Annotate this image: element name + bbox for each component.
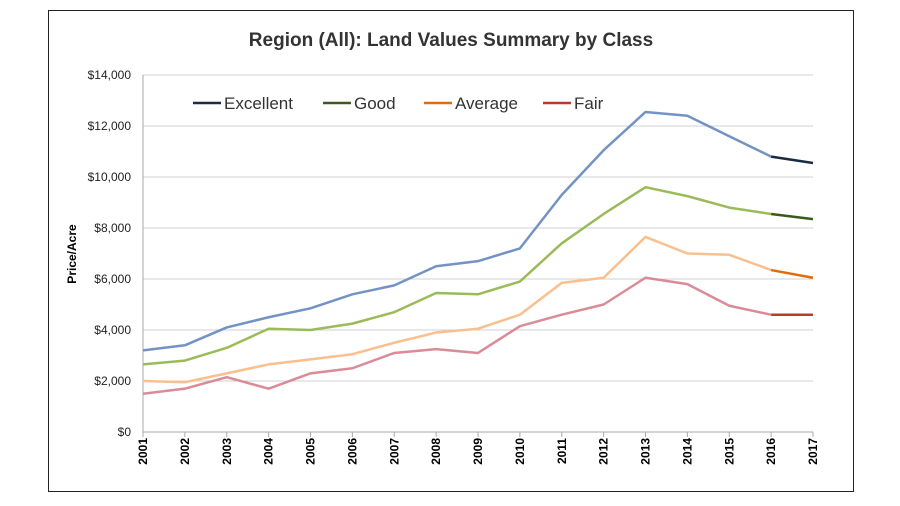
y-tick-label: $14,000 [88,68,132,82]
legend-label: Excellent [224,94,293,113]
x-tick-label: 2006 [345,438,359,465]
series-segment-average [770,268,814,279]
x-tick-label: 2001 [136,438,150,465]
y-tick-label: $6,000 [94,272,131,286]
series-segment-good [770,212,814,221]
legend-label: Good [354,94,396,113]
series-line-fair [142,276,772,395]
x-tick-label: 2011 [555,438,569,464]
series-line-average [142,235,772,384]
y-tick-label: $4,000 [94,323,131,337]
series-segment-excellent [770,155,814,165]
x-tick-label: 2005 [304,438,318,465]
y-tick-label: $8,000 [94,221,131,235]
series-line-good [142,185,772,366]
y-tick-label: $10,000 [88,170,132,184]
x-tick-label: 2007 [387,438,401,465]
chart-title: Region (All): Land Values Summary by Cla… [249,30,653,51]
x-tick-label: 2014 [680,438,694,465]
y-tick-label: $0 [118,425,132,439]
y-tick-label: $2,000 [94,374,131,388]
x-tick-label: 2010 [513,438,527,465]
legend-label: Fair [574,94,604,113]
x-tick-label: 2017 [806,438,820,465]
series-line-excellent [142,110,772,352]
x-tick-label: 2003 [220,438,234,465]
x-tick-label: 2008 [429,438,443,465]
x-tick-label: 2016 [764,438,778,465]
x-tick-label: 2002 [178,438,192,465]
y-axis-label: Price/Acre [65,224,79,284]
legend-label: Average [455,94,518,113]
y-tick-label: $12,000 [88,119,132,133]
x-tick-label: 2009 [471,438,485,465]
chart-frame [48,10,854,492]
x-tick-label: 2012 [597,438,611,465]
x-tick-label: 2004 [262,438,276,465]
x-tick-label: 2015 [722,438,736,465]
x-tick-label: 2013 [639,438,653,465]
